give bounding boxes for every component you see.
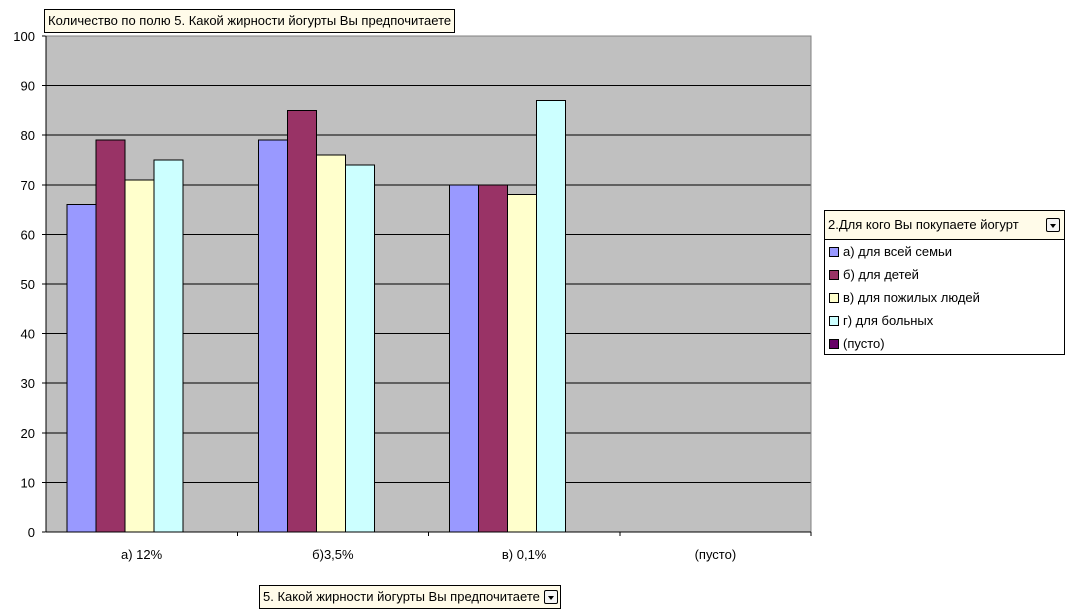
- bars: [66, 99, 566, 533]
- bar: [95, 139, 126, 533]
- legend-swatch: [829, 270, 839, 280]
- legend-label: г) для больных: [843, 313, 934, 328]
- bar: [124, 179, 155, 533]
- y-tick-label: 30: [21, 376, 35, 391]
- series-field-button[interactable]: 2.Для кого Вы покупаете йогурт: [825, 211, 1064, 240]
- series-field-label: 2.Для кого Вы покупаете йогурт: [828, 217, 1019, 232]
- data-field-label: Количество по полю 5. Какой жирности йог…: [48, 13, 452, 28]
- bar: [66, 204, 97, 533]
- y-tick-label: 20: [21, 426, 35, 441]
- y-tick-label: 40: [21, 327, 35, 342]
- legend-swatch: [829, 247, 839, 257]
- legend-label: а) для всей семьи: [843, 244, 953, 259]
- bar: [286, 109, 317, 533]
- series-dropdown-icon[interactable]: [1046, 218, 1060, 232]
- bar: [153, 159, 184, 533]
- x-tick-label: в) 0,1%: [502, 547, 547, 562]
- x-axis-labels: а) 12% б)3,5% в) 0,1% (пусто): [121, 547, 736, 562]
- category-dropdown-icon[interactable]: [543, 590, 558, 604]
- legend-item: в) для пожилых людей: [825, 286, 1064, 309]
- legend-swatch: [829, 293, 839, 303]
- y-tick-label: 90: [21, 79, 35, 94]
- y-tick-label: 0: [28, 525, 35, 540]
- bar: [478, 184, 508, 533]
- bar: [449, 184, 479, 533]
- bar: [507, 194, 537, 533]
- legend-swatch: [829, 339, 839, 349]
- legend-item: а) для всей семьи: [825, 240, 1064, 263]
- legend-swatch: [829, 316, 839, 326]
- x-tick-label: б)3,5%: [312, 547, 354, 562]
- y-tick-label: 80: [21, 128, 35, 143]
- legend: 2.Для кого Вы покупаете йогурт а) для вс…: [824, 210, 1065, 355]
- y-axis-labels: 0 10 20 30 40 50 60 70 80 90 100: [13, 29, 35, 540]
- legend-label: б) для детей: [843, 267, 919, 282]
- y-tick-label: 50: [21, 277, 35, 292]
- axes: [42, 35, 812, 536]
- bar: [315, 154, 346, 533]
- y-tick-label: 10: [21, 475, 35, 490]
- legend-label: (пусто): [843, 336, 885, 351]
- y-tick-label: 100: [13, 29, 35, 44]
- legend-label: в) для пожилых людей: [843, 290, 980, 305]
- bar: [257, 139, 288, 533]
- x-tick-label: а) 12%: [121, 547, 163, 562]
- bar: [344, 164, 375, 533]
- data-field-button[interactable]: Количество по полю 5. Какой жирности йог…: [44, 9, 456, 33]
- y-tick-label: 60: [21, 227, 35, 242]
- y-tick-label: 70: [21, 178, 35, 193]
- bar: [536, 99, 566, 533]
- legend-item: б) для детей: [825, 263, 1064, 286]
- x-tick-label: (пусто): [695, 547, 737, 562]
- legend-item: г) для больных: [825, 309, 1064, 332]
- category-field-label: 5. Какой жирности йогурты Вы предпочитае…: [263, 589, 540, 604]
- legend-item: (пусто): [825, 332, 1064, 355]
- category-field-button[interactable]: 5. Какой жирности йогурты Вы предпочитае…: [259, 585, 561, 609]
